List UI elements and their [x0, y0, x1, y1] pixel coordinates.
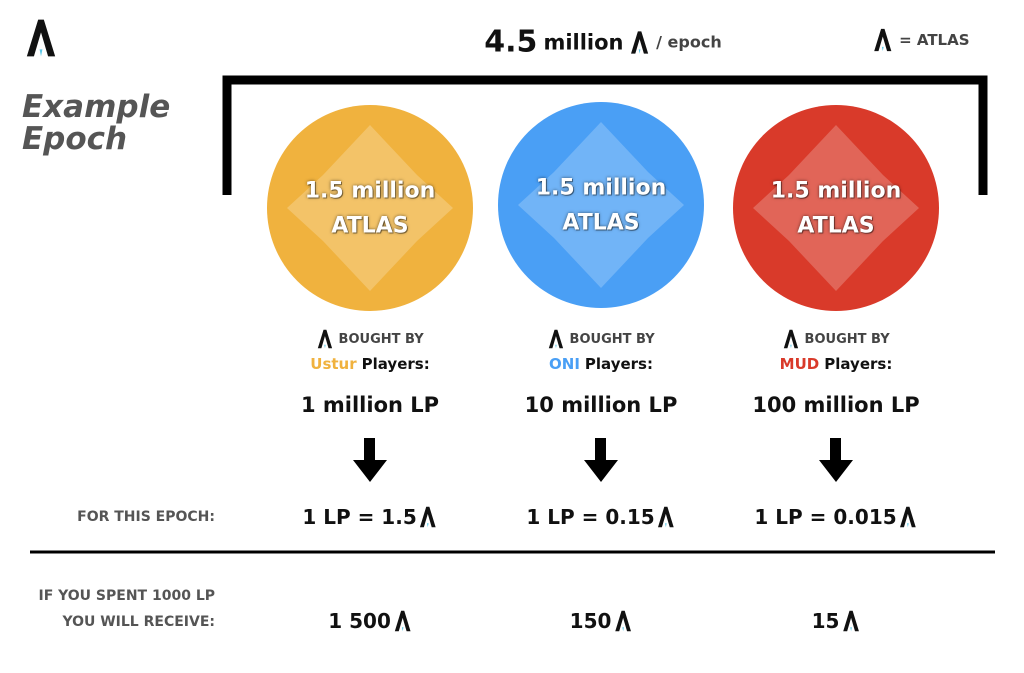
rate: 1 LP = 0.15	[526, 505, 675, 529]
receive-text: 150	[569, 609, 612, 633]
faction-circle	[267, 105, 473, 311]
per-epoch: / epoch	[656, 32, 722, 52]
faction-circle	[733, 105, 939, 311]
circle-amount: 1.5 million	[535, 175, 667, 201]
players-text: Players:	[584, 355, 653, 373]
total-value: 4.5	[484, 24, 538, 60]
circle-amount: 1.5 million	[304, 178, 436, 204]
bought-by-text: BOUGHT BY	[338, 331, 424, 347]
atlas-icon	[631, 30, 649, 54]
bought-by-text: BOUGHT BY	[804, 331, 890, 347]
atlas-icon	[843, 610, 859, 632]
faction: Ustur	[310, 355, 357, 373]
total-unit: million	[543, 30, 624, 54]
title: Epoch	[22, 121, 128, 157]
atlas-icon	[615, 610, 631, 632]
atlas-icon	[874, 28, 892, 52]
row-label: YOU WILL RECEIVE:	[62, 614, 215, 630]
emblem	[753, 125, 919, 291]
bought-by: BOUGHT BY	[782, 329, 890, 349]
header-total: 4.5 million / epoch	[484, 25, 721, 60]
emblem	[287, 125, 453, 291]
receive: 15	[812, 609, 861, 633]
players: ONI Players:	[549, 355, 653, 373]
lp: 100 million LP	[752, 393, 920, 417]
faction: ONI	[549, 355, 580, 373]
legend-text: = ATLAS	[899, 31, 970, 49]
rate-text: 1 LP = 0.015	[754, 505, 897, 529]
players-text: Players:	[824, 355, 893, 373]
lp: 1 million LP	[300, 393, 440, 417]
title: Example	[22, 89, 171, 125]
circle-token: ATLAS	[331, 213, 409, 239]
atlas-icon	[783, 329, 799, 349]
faction: MUD	[779, 355, 820, 373]
players-text: Players:	[361, 355, 430, 373]
circle-token: ATLAS	[797, 213, 875, 239]
lp: 10 million LP	[524, 393, 678, 417]
rate-text: 1 LP = 0.15	[526, 505, 655, 529]
atlas-icon	[394, 610, 411, 632]
atlas-icon	[548, 329, 564, 349]
bought-by: BOUGHT BY	[547, 329, 655, 349]
bought-by-text: BOUGHT BY	[569, 331, 655, 347]
circle-amount: 1.5 million	[770, 178, 902, 204]
row-label: IF YOU SPENT 1000 LP	[38, 588, 216, 604]
circle-token: ATLAS	[562, 210, 640, 236]
arrows	[353, 438, 853, 482]
players: MUD Players:	[780, 355, 893, 373]
receive-text: 15	[811, 609, 840, 633]
rate: 1 LP = 0.015	[754, 505, 917, 529]
logo	[26, 19, 56, 57]
bracket	[222, 75, 988, 195]
rate: 1 LP = 1.5	[302, 505, 437, 529]
bought-by: BOUGHT BY	[316, 329, 424, 349]
rate-text: 1 LP = 1.5	[302, 505, 417, 529]
atlas-icon	[900, 506, 916, 528]
receive: 1 500	[328, 609, 412, 633]
players: Ustur Players:	[310, 355, 429, 373]
legend: = ATLAS	[872, 28, 970, 52]
atlas-icon	[317, 329, 333, 349]
receive: 150	[570, 609, 633, 633]
emblem	[518, 122, 684, 288]
receive-text: 1 500	[328, 609, 391, 633]
faction-circle	[498, 102, 704, 308]
atlas-icon	[420, 506, 437, 528]
atlas-icon	[658, 506, 675, 528]
row-label: FOR THIS EPOCH:	[77, 509, 215, 525]
